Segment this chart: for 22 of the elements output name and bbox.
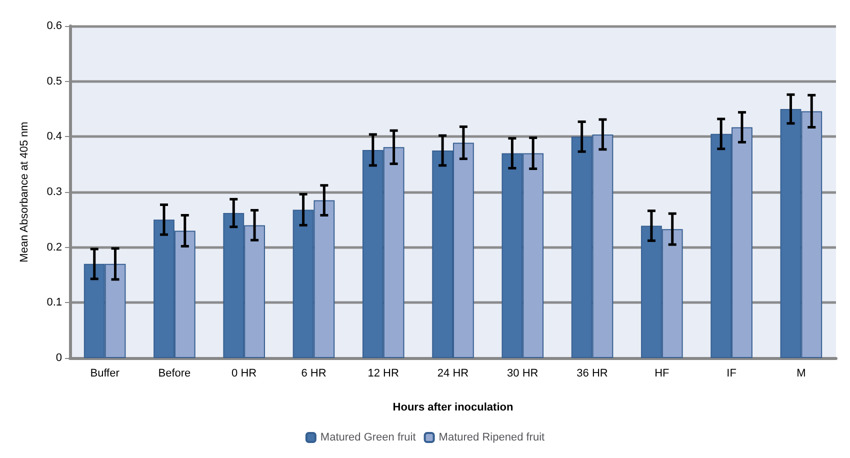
y-tick-label: 0.1 <box>46 296 62 309</box>
y-tick-label: 0.4 <box>46 130 62 143</box>
x-tick-label: IF <box>726 368 737 380</box>
x-axis-title: Hours after inoculation <box>392 402 514 414</box>
legend-label: Matured Ripened fruit <box>438 432 545 444</box>
x-tick-label: HF <box>654 368 670 380</box>
x-tick-label: 12 HR <box>368 368 400 380</box>
x-tick-label: Buffer <box>90 368 120 380</box>
legend-label: Matured Green fruit <box>320 432 416 444</box>
y-tick-label: 0.2 <box>46 241 62 254</box>
x-tick-label: M <box>796 368 806 380</box>
x-tick-label: 24 HR <box>437 368 469 380</box>
y-tick-label: 0 <box>56 352 62 364</box>
x-tick-label: 30 HR <box>507 368 538 380</box>
x-tick-label: 0 HR <box>232 368 257 380</box>
y-tick-label: 0.6 <box>46 20 62 32</box>
y-axis-title: Mean Absorbance at 405 nm <box>18 122 30 262</box>
x-tick-label: 6 HR <box>301 368 326 380</box>
y-tick-label: 0.3 <box>46 186 62 198</box>
y-tick-label: 0.5 <box>46 75 62 88</box>
x-tick-label: 36 HR <box>576 368 608 380</box>
x-tick-label: Before <box>158 368 191 380</box>
